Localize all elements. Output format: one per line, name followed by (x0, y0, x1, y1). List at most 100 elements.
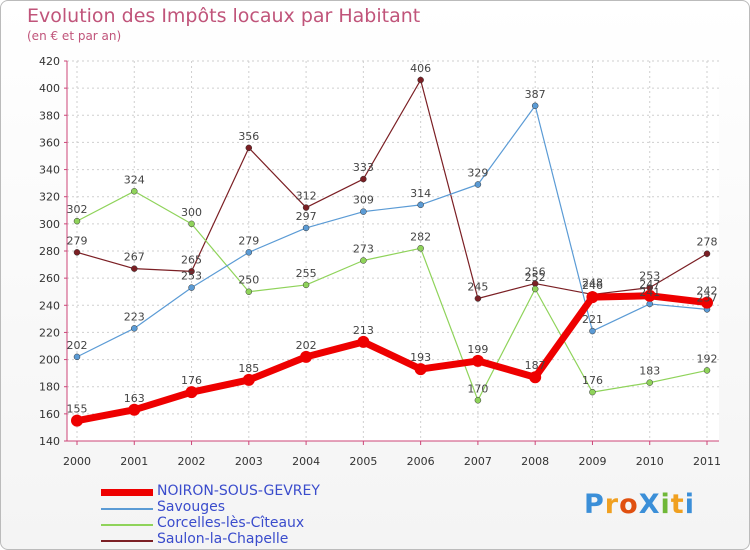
y-tick-label: 160 (39, 408, 60, 421)
series-point-0 (701, 296, 713, 309)
series-point-0 (357, 335, 370, 348)
series-point-0 (529, 371, 542, 384)
series-point-1 (589, 327, 596, 335)
chart-subtitle: (en € et par an) (27, 29, 122, 43)
y-tick-label: 360 (39, 136, 60, 149)
y-tick-label: 140 (39, 435, 60, 448)
data-label-1: 237 (697, 291, 718, 304)
series-point-3 (703, 250, 711, 257)
data-label-0: 155 (67, 403, 88, 416)
data-label-0: 163 (124, 392, 145, 405)
y-tick-label: 420 (39, 55, 60, 68)
series-point-1 (531, 102, 539, 110)
y-tick-label: 220 (39, 326, 60, 339)
y-tick-label: 320 (39, 191, 60, 204)
logo-letter: i (660, 489, 671, 520)
series-point-1 (417, 201, 424, 209)
x-tick-label: 2002 (178, 455, 206, 468)
series-point-2 (703, 367, 711, 374)
y-tick-label: 240 (39, 299, 60, 312)
data-label-3: 248 (582, 276, 603, 289)
series-point-3 (474, 295, 482, 302)
series-point-1 (646, 300, 653, 308)
y-tick-label: 280 (39, 245, 60, 258)
logo-letter: P (584, 489, 605, 520)
data-label-0: 202 (296, 339, 317, 352)
data-label-0: 213 (353, 324, 374, 337)
data-label-0: 199 (467, 343, 488, 356)
series-point-0 (185, 386, 198, 399)
y-tick-label: 200 (39, 354, 60, 367)
series-line-1 (76, 105, 708, 358)
series-point-2 (646, 379, 653, 386)
data-label-2: 192 (697, 352, 718, 365)
data-label-1: 279 (238, 234, 259, 247)
legend-swatch-noiron (101, 489, 153, 496)
data-label-3: 256 (525, 266, 546, 279)
y-tick-label: 260 (39, 272, 60, 285)
data-label-2: 255 (296, 267, 317, 280)
data-label-1: 202 (67, 339, 88, 352)
series-point-1 (360, 208, 367, 215)
data-label-2: 176 (582, 374, 603, 387)
x-tick-label: 2010 (636, 455, 664, 468)
data-label-3: 406 (410, 62, 431, 75)
x-tick-label: 2009 (578, 455, 606, 468)
data-label-2: 252 (525, 271, 546, 284)
series-point-2 (589, 388, 596, 396)
y-tick-label: 300 (39, 218, 60, 231)
data-label-3: 279 (67, 234, 88, 247)
series-point-2 (131, 188, 138, 195)
legend-swatch-saulon (101, 540, 153, 542)
data-label-0: 247 (639, 278, 660, 291)
x-tick-label: 2004 (292, 455, 320, 468)
data-label-3: 312 (296, 190, 317, 203)
data-label-1: 309 (353, 194, 374, 207)
series-point-2 (73, 217, 81, 225)
data-label-3: 278 (697, 236, 718, 249)
series-point-1 (131, 325, 138, 332)
data-label-2: 282 (410, 230, 431, 243)
y-tick-label: 180 (39, 381, 60, 394)
logo-letter: o (619, 489, 639, 520)
logo-letter: t (670, 489, 685, 520)
data-label-1: 253 (181, 270, 202, 283)
series-point-1 (188, 284, 195, 291)
legend-label-noiron: NOIRON-SOUS-GEVREY (157, 483, 320, 499)
data-label-0: 193 (410, 351, 431, 364)
series-point-3 (360, 175, 367, 183)
data-label-3: 267 (124, 251, 145, 264)
series-line-0 (76, 292, 708, 425)
data-label-2: 273 (353, 243, 374, 256)
series-point-3 (73, 249, 81, 256)
series-point-2 (417, 245, 424, 252)
data-label-3: 253 (639, 270, 660, 283)
x-tick-label: 2011 (693, 455, 721, 468)
series-point-3 (245, 144, 253, 152)
series-point-3 (417, 76, 424, 84)
series-point-3 (131, 265, 138, 272)
legend-swatch-corcelles (101, 524, 153, 526)
legend-label-savouges: Savouges (157, 499, 225, 515)
series-point-0 (71, 414, 83, 427)
data-label-0: 187 (525, 359, 546, 372)
series-point-3 (302, 204, 310, 211)
data-label-1: 387 (525, 88, 546, 101)
series-point-2 (188, 220, 195, 228)
data-label-3: 265 (181, 253, 202, 266)
logo-letter: i (684, 489, 695, 520)
series-point-2 (531, 285, 539, 293)
x-tick-label: 2003 (235, 455, 263, 468)
data-label-1: 223 (124, 310, 145, 323)
series-point-1 (73, 353, 81, 361)
data-label-2: 183 (639, 365, 660, 378)
x-tick-label: 2001 (120, 455, 148, 468)
x-tick-label: 2006 (407, 455, 435, 468)
data-label-3: 245 (467, 281, 488, 294)
series-point-0 (242, 373, 255, 386)
series-point-2 (245, 288, 253, 295)
series-line-2 (76, 190, 708, 401)
data-label-1: 221 (582, 313, 603, 326)
